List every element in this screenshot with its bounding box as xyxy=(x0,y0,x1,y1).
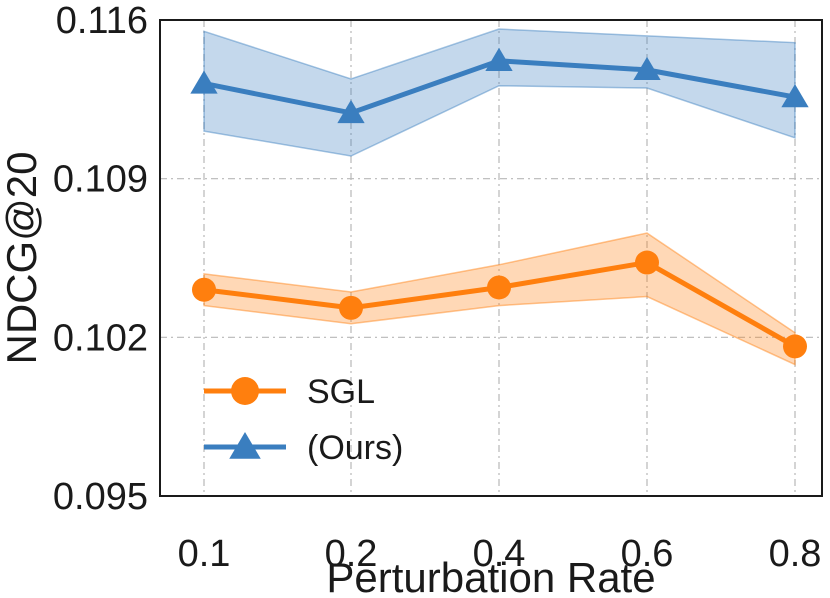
x-tick-label: 0.6 xyxy=(621,533,674,575)
y-tick-label: 0.109 xyxy=(53,159,148,201)
x-tick-label: 0.8 xyxy=(769,533,822,575)
legend: SGL (Ours) xyxy=(204,373,403,467)
sgl-point xyxy=(635,250,659,275)
axis-ticks: 0.1 0.2 0.4 0.6 0.8 0.095 0.102 0.109 0.116 xyxy=(53,0,822,575)
y-axis-label: NDCG@20 xyxy=(0,151,45,364)
ours-point xyxy=(337,99,365,124)
legend-sgl-marker xyxy=(231,377,259,405)
legend-ours-marker xyxy=(229,432,261,459)
ours-point xyxy=(633,56,661,81)
y-tick-label: 0.095 xyxy=(53,476,148,518)
legend-sgl-label: SGL xyxy=(307,373,375,411)
sgl-point xyxy=(192,277,216,302)
ours-point xyxy=(190,70,218,94)
x-tick-label: 0.1 xyxy=(178,533,231,575)
x-axis-label: Perturbation Rate xyxy=(326,554,655,598)
ours-point xyxy=(485,47,513,71)
x-tick-label: 0.2 xyxy=(325,533,378,575)
sgl-point xyxy=(487,275,511,300)
series-markers xyxy=(190,47,809,359)
x-tick-label: 0.4 xyxy=(473,533,526,575)
y-tick-label: 0.102 xyxy=(53,317,148,359)
y-tick-label: 0.116 xyxy=(56,0,148,42)
plot-frame xyxy=(159,19,823,497)
ours-point xyxy=(781,84,809,108)
sgl-point xyxy=(783,334,807,359)
legend-ours-label: (Ours) xyxy=(307,429,403,467)
sgl-point xyxy=(339,295,363,320)
